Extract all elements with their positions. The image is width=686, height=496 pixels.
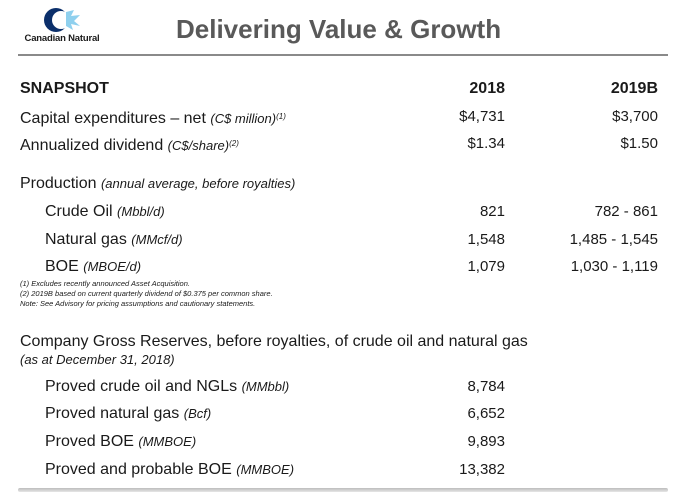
reserves-value: 8,784 — [467, 378, 505, 395]
reserves-row: Proved natural gas (Bcf) 6,652 — [0, 404, 686, 424]
production-row: Natural gas (MMcf/d) 1,548 1,485 - 1,545 — [0, 230, 686, 250]
production-label: BOE (MBOE/d) — [45, 258, 142, 275]
capex-label: Capital expenditures – net (C$ million)(… — [20, 110, 286, 127]
footnote: (2) 2019B based on current quarterly div… — [20, 289, 273, 298]
production-2019b: 782 - 861 — [594, 203, 658, 220]
reserves-label: Proved BOE (MMBOE) — [45, 433, 197, 450]
reserves-heading: Company Gross Reserves, before royalties… — [20, 333, 528, 350]
production-label: Crude Oil (Mbbl/d) — [45, 203, 165, 220]
column-header-2019b: 2019B — [610, 80, 658, 97]
reserves-row: Proved crude oil and NGLs (MMbbl) 8,784 — [0, 377, 686, 397]
reserves-subheading-row: (as at December 31, 2018) — [0, 350, 686, 370]
footnote: (1) Excludes recently announced Asset Ac… — [20, 279, 190, 288]
production-heading: Production (annual average, before royal… — [20, 175, 296, 192]
reserves-row: Proved BOE (MMBOE) 9,893 — [0, 432, 686, 452]
reserves-subheading: (as at December 31, 2018) — [20, 352, 175, 367]
capex-2018: $4,731 — [459, 108, 505, 125]
production-row: BOE (MBOE/d) 1,079 1,030 - 1,119 — [0, 257, 686, 277]
capex-2019b: $3,700 — [612, 108, 658, 125]
canadian-natural-logo-mark-icon — [44, 8, 80, 32]
production-2018: 821 — [479, 203, 505, 220]
reserves-value: 13,382 — [459, 461, 505, 478]
header-divider — [18, 54, 668, 56]
dividend-row: Annualized dividend (C$/share)(2) $1.34 … — [0, 134, 686, 154]
dividend-label: Annualized dividend (C$/share)(2) — [20, 137, 239, 154]
company-logo: Canadian Natural — [12, 6, 112, 46]
column-header-2018: 2018 — [469, 80, 505, 97]
production-2018: 1,548 — [467, 231, 505, 248]
reserves-label: Proved crude oil and NGLs (MMbbl) — [45, 378, 290, 395]
reserves-label: Proved and probable BOE (MMBOE) — [45, 461, 295, 478]
production-2019b: 1,030 - 1,119 — [570, 258, 658, 275]
snapshot-heading: SNAPSHOT — [20, 80, 109, 97]
footer-divider — [18, 488, 668, 492]
production-2018: 1,079 — [467, 258, 505, 275]
dividend-2018: $1.34 — [467, 135, 505, 152]
capex-row: Capital expenditures – net (C$ million)(… — [0, 107, 686, 127]
production-label: Natural gas (MMcf/d) — [45, 231, 183, 248]
production-2019b: 1,485 - 1,545 — [569, 231, 658, 248]
production-heading-row: Production (annual average, before royal… — [0, 174, 686, 194]
dividend-2019b: $1.50 — [620, 135, 658, 152]
reserves-row: Proved and probable BOE (MMBOE) 13,382 — [0, 460, 686, 480]
production-row: Crude Oil (Mbbl/d) 821 782 - 861 — [0, 202, 686, 222]
reserves-value: 6,652 — [467, 405, 505, 422]
reserves-value: 9,893 — [467, 433, 505, 450]
page-title: Delivering Value & Growth — [176, 14, 502, 44]
reserves-heading-row: Company Gross Reserves, before royalties… — [0, 332, 686, 352]
snapshot-header-row: SNAPSHOT 2018 2019B — [0, 79, 686, 99]
footnote: Note: See Advisory for pricing assumptio… — [20, 299, 256, 308]
reserves-label: Proved natural gas (Bcf) — [45, 405, 212, 422]
logo-text: Canadian Natural — [24, 33, 100, 44]
